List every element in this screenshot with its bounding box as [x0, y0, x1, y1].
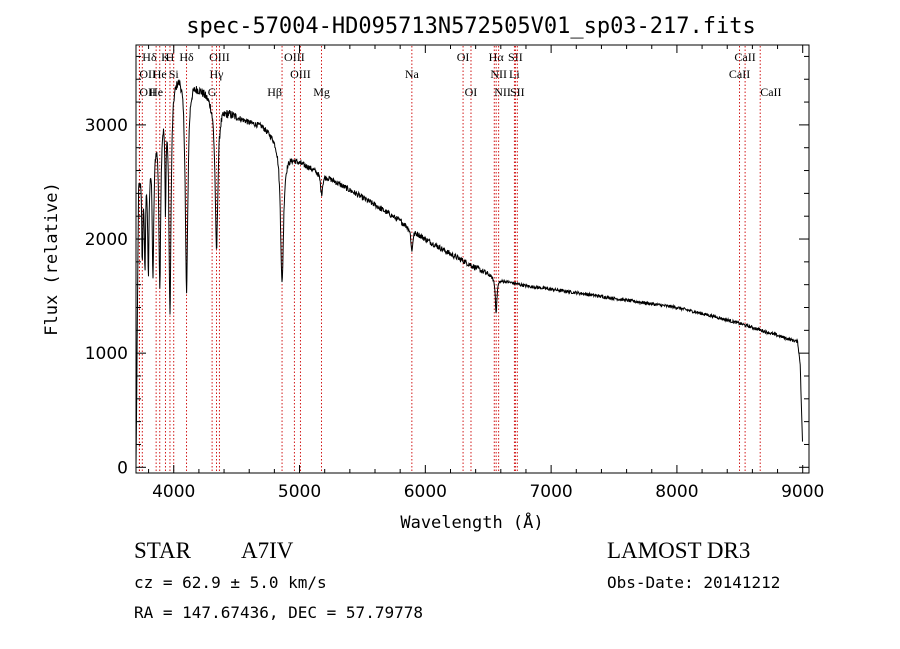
line-marker-label: SII	[510, 85, 525, 99]
line-marker-label: CaII	[760, 85, 781, 99]
x-tick-label: 7000	[529, 482, 572, 502]
survey-name: LAMOST DR3	[607, 538, 751, 563]
y-tick-label: 3000	[85, 116, 128, 136]
line-marker-label: CaII	[734, 50, 755, 64]
line-marker-label: OI	[465, 85, 478, 99]
plot-frame	[135, 44, 810, 474]
line-marker-label: Li	[509, 67, 520, 81]
x-tick-label: 4000	[152, 482, 195, 502]
y-tick-label: 1000	[85, 344, 128, 364]
line-marker-label: Mg	[313, 85, 330, 99]
line-marker-label: OII	[139, 67, 156, 81]
line-marker-label: SII	[508, 50, 523, 64]
line-marker-label: H	[166, 50, 175, 64]
x-axis-ticks: 4000 5000 6000 7000 8000 9000	[148, 45, 824, 502]
line-marker-label: Na	[405, 67, 420, 81]
line-marker-label: Hβ	[267, 85, 282, 99]
line-marker-label: OII	[139, 85, 156, 99]
line-marker-label: Si	[169, 67, 180, 81]
object-class: STAR	[134, 538, 191, 563]
x-tick-label: 5000	[278, 482, 321, 502]
object-subclass: A7IV	[241, 538, 294, 563]
line-marker-label: K	[161, 50, 170, 64]
x-tick-label: 8000	[655, 482, 698, 502]
line-marker-label: CaII	[729, 67, 750, 81]
line-marker-label: Hδ	[179, 50, 194, 64]
y-axis-ticks: 0 1000 2000 3000	[85, 55, 809, 478]
x-tick-label: 6000	[404, 482, 447, 502]
line-marker-label: OIII	[284, 50, 305, 64]
line-marker-label: OIII	[209, 50, 230, 64]
line-marker-label: Hγ	[210, 67, 225, 81]
line-marker-label: OIII	[290, 67, 311, 81]
line-marker-label: Hα	[489, 50, 505, 64]
line-marker-label: NII	[494, 85, 511, 99]
line-marker-label: G	[208, 85, 217, 99]
line-marker-label: He	[149, 85, 163, 99]
line-marker-label: He	[153, 67, 167, 81]
y-axis-label: Flux (relative)	[42, 182, 62, 336]
x-axis-label: Wavelength (Å)	[400, 511, 543, 533]
line-marker-label: NII	[490, 67, 507, 81]
obs-date: Obs-Date: 20141212	[607, 573, 781, 592]
y-tick-label: 2000	[85, 230, 128, 250]
spectrum-line	[135, 79, 803, 468]
x-tick-label: 9000	[781, 482, 824, 502]
redshift-value: cz = 62.9 ± 5.0 km/s	[134, 573, 327, 592]
chart-title: spec-57004-HD095713N572505V01_sp03-217.f…	[186, 14, 756, 39]
coordinates: RA = 147.67436, DEC = 57.79778	[134, 603, 423, 622]
line-marker-label: Hδ	[142, 50, 157, 64]
y-tick-label: 0	[117, 458, 128, 478]
line-marker-label: OI	[457, 50, 470, 64]
